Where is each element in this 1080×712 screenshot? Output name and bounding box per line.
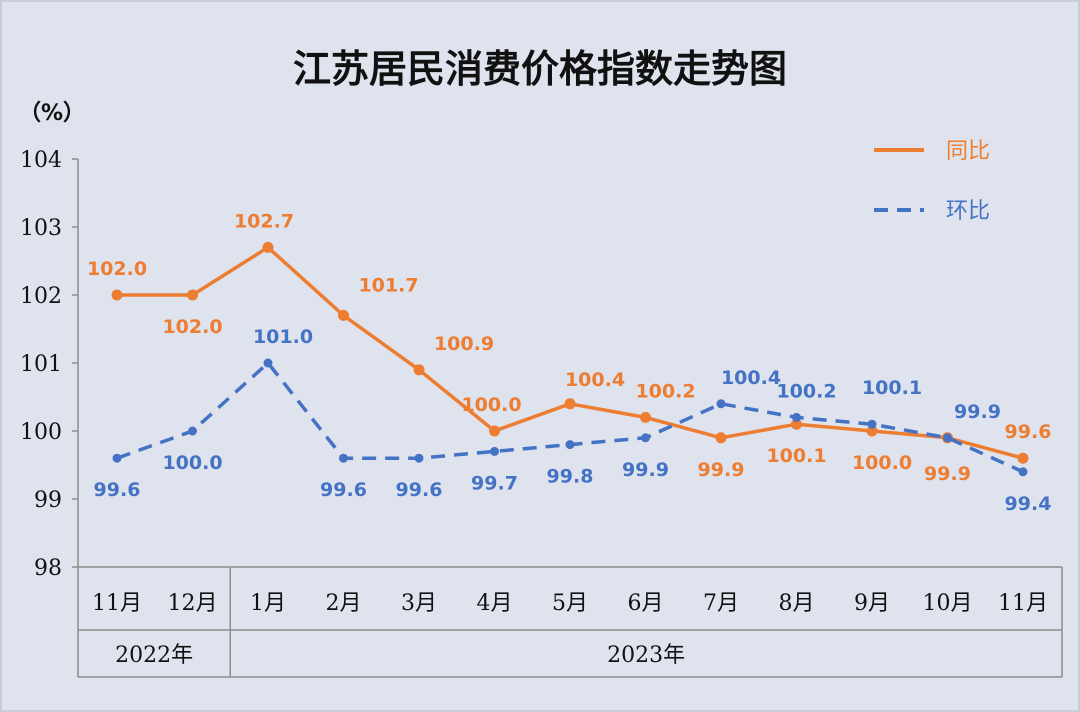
data-point [641,433,650,443]
x-tick-label: 1月 [250,591,286,616]
data-label: 101.0 [253,326,313,348]
data-point [564,398,576,410]
y-tick-label: 102 [20,284,62,309]
legend-label-1: 同比 [946,139,990,164]
data-point [640,411,651,423]
data-label: 100.0 [162,452,222,474]
data-point [1017,452,1029,464]
data-point [111,289,123,301]
data-point [716,399,726,409]
data-label: 100.2 [776,380,836,402]
data-labels-group: 102.0102.0102.7101.7100.9100.0100.4100.2… [87,210,1052,514]
chart-title: 江苏居民消费价格指数走势图 [293,47,787,91]
x-tick-label: 2月 [326,591,362,616]
data-label: 100.1 [766,445,826,467]
data-point [489,425,500,437]
x-tick-label: 6月 [628,591,664,616]
x-tick-label: 5月 [552,591,588,616]
x-tick-label: 11月 [92,591,142,616]
data-point [112,453,122,463]
data-point [413,364,425,376]
data-label: 100.9 [434,333,494,355]
data-label: 100.4 [565,369,625,391]
x-tick-label: 12月 [168,591,218,616]
data-label: 99.6 [320,479,367,501]
x-tick-label: 7月 [703,591,739,616]
data-label: 99.9 [622,459,669,481]
data-label: 101.7 [358,274,418,296]
data-label: 99.6 [1005,421,1052,443]
data-label: 99.6 [396,479,443,501]
data-label: 100.4 [721,367,781,389]
data-point [414,453,424,463]
data-label: 99.7 [471,472,518,494]
data-label: 99.9 [924,463,971,485]
y-tick-label: 100 [20,420,62,445]
x-tick-label: 4月 [477,591,513,616]
data-point [188,426,197,436]
y-tick-label: 98 [34,556,62,581]
series-group [111,241,1029,477]
y-tick-label: 103 [20,216,62,241]
data-label: 100.0 [852,452,912,474]
data-point [715,432,727,444]
data-point [565,440,575,450]
data-point [792,412,801,422]
data-label: 100.0 [461,394,521,416]
data-point [187,289,198,301]
y-unit-label: （%） [19,101,85,126]
data-point [943,433,952,443]
data-label: 99.6 [94,479,141,501]
data-label: 99.9 [954,401,1001,423]
data-label: 102.0 [87,258,147,280]
y-tick-label: 101 [20,352,62,377]
data-label: 99.9 [698,459,745,481]
data-label: 100.2 [635,380,695,402]
x-tick-label: 10月 [923,591,973,616]
data-point [866,425,878,437]
data-label: 102.7 [234,210,294,232]
data-point [1018,467,1028,477]
legend-label-2: 环比 [946,199,990,224]
x-tick-label: 11月 [998,591,1048,616]
data-label: 100.1 [862,377,922,399]
data-point [263,358,273,368]
x-tick-label: 3月 [401,591,437,616]
y-tick-label: 104 [20,148,62,173]
data-point [791,418,802,430]
year-group-label: 2023年 [607,643,685,668]
axes-group: 98 99 100 101 102 103 104 11月 12月 1月 2月 3月 4月 5月 6月 7月 8… [20,148,1063,678]
data-point [339,453,348,463]
year-group-label: 2022年 [115,643,193,668]
data-point [867,419,877,429]
y-tick-label: 99 [34,488,62,513]
x-tick-label: 9月 [854,591,890,616]
data-label: 99.8 [547,466,594,488]
data-point [262,241,274,253]
data-label: 102.0 [162,316,222,338]
data-label: 99.4 [1005,493,1052,515]
data-point [490,446,499,456]
x-tick-label: 8月 [779,591,815,616]
data-point [338,309,349,321]
